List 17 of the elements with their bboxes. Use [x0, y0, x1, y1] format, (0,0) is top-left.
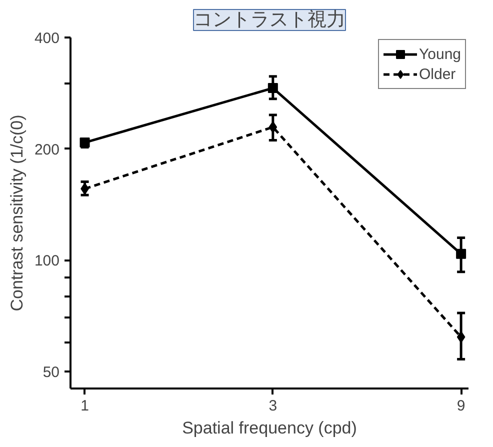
x-tick-label: 3	[268, 398, 278, 414]
point	[268, 83, 278, 94]
point	[456, 331, 466, 344]
x-tick-label: 1	[80, 398, 89, 414]
legend-label: Young	[419, 46, 461, 62]
y-tick-label: 50	[42, 364, 60, 382]
y-tick-label: 400	[34, 30, 60, 47]
x-axis-title: Spatial frequency (cpd)	[182, 418, 357, 438]
point	[456, 248, 466, 259]
x-tick-label: 9	[456, 398, 466, 414]
legend-label: Older	[419, 66, 456, 82]
point	[80, 138, 90, 148]
y-tick-label: 200	[34, 141, 60, 158]
y-tick-label: 100	[34, 252, 60, 270]
chart-title: コントラスト視力	[194, 10, 346, 30]
y-axis-title: Contrast sensitivity (1/c(0)	[7, 114, 26, 312]
point	[268, 121, 278, 134]
